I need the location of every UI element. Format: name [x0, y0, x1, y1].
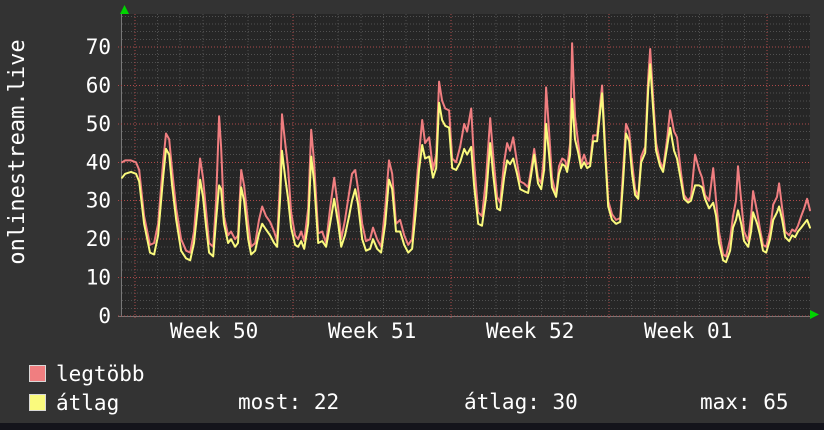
y-axis-tick-label: 30	[86, 189, 111, 213]
series-line-legtobb	[121, 42, 811, 258]
stat-label: most:	[238, 390, 302, 414]
stat-label: átlag:	[464, 390, 540, 414]
bottom-window-edge	[0, 423, 824, 430]
y-axis-tick-label: 60	[86, 73, 111, 97]
stat-label: max:	[700, 390, 751, 414]
stat-value: 30	[552, 390, 578, 414]
legend-row-legtobb: legtöbb	[29, 361, 145, 386]
stat-atlag: átlag: 30	[464, 390, 578, 415]
stat-max: max: 65	[700, 390, 789, 415]
legend-swatch-atlag-icon	[29, 394, 46, 411]
x-axis-tick-label: Week 50	[170, 319, 259, 343]
legend-swatch-legtobb-icon	[29, 365, 46, 382]
x-axis-arrow-icon	[810, 310, 819, 319]
y-axis-arrow-icon	[120, 5, 129, 14]
y-axis-tick-label: 70	[86, 35, 111, 59]
x-axis-tick-label: Week 52	[486, 319, 575, 343]
stat-value: 65	[763, 390, 789, 414]
legend-label-atlag: átlag	[56, 390, 120, 415]
legend-label-legtobb: legtöbb	[56, 361, 145, 386]
plot-area	[122, 14, 810, 316]
series-line-atlag	[121, 63, 811, 264]
stat-value: 22	[313, 390, 340, 414]
x-axis-tick-label: Week 51	[328, 319, 417, 343]
y-axis-tick-label: 40	[86, 150, 111, 174]
y-axis-tick-label: 10	[86, 266, 111, 290]
y-axis-tick-label: 0	[98, 304, 111, 328]
stat-most: most: 22	[238, 390, 339, 415]
legend-row-atlag: átlag	[29, 390, 119, 415]
vertical-axis-title: onlinestream.live	[5, 39, 30, 264]
x-axis-tick-label: Week 01	[644, 319, 733, 343]
y-axis-tick-label: 20	[86, 227, 111, 251]
y-axis-tick-label: 50	[86, 112, 111, 136]
